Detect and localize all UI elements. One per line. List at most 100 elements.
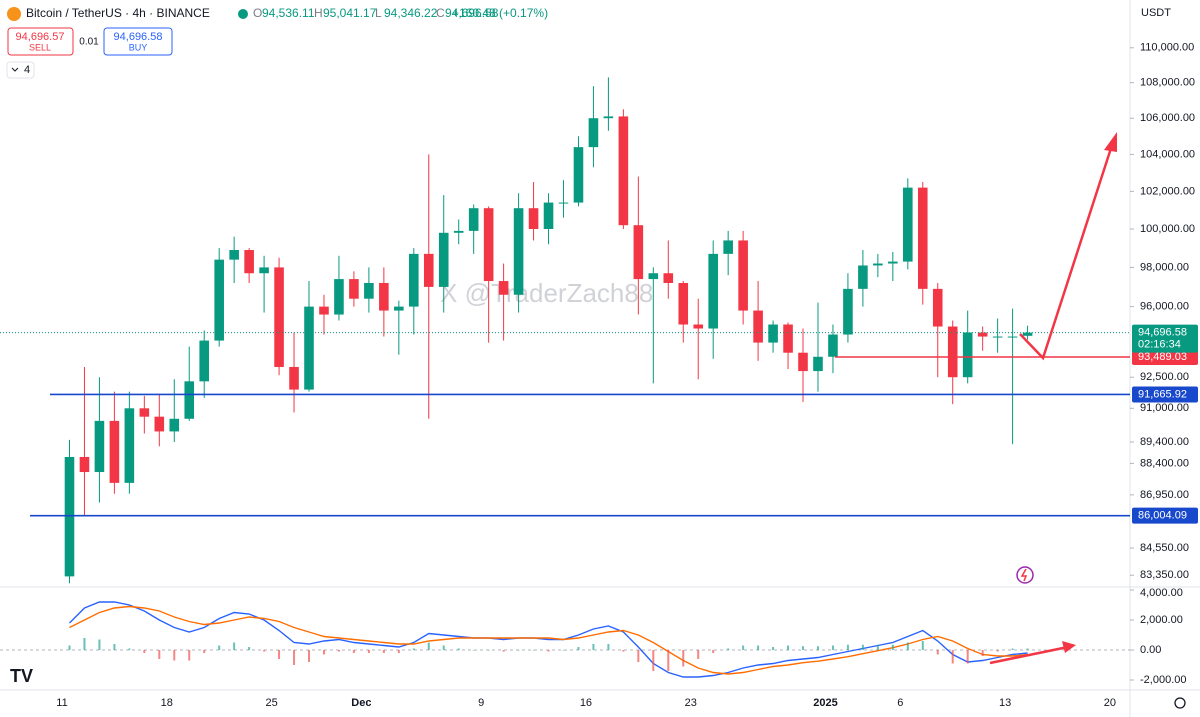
y-tick-label: 106,000.00 xyxy=(1140,112,1195,124)
candle-body xyxy=(468,208,479,231)
candle-body xyxy=(483,208,494,282)
candle-body xyxy=(917,187,928,289)
alert-icon[interactable] xyxy=(1016,566,1034,584)
buy-button[interactable] xyxy=(103,27,173,56)
y2-tick-label: 2,000.00 xyxy=(1140,614,1183,626)
histogram-bar xyxy=(218,645,221,650)
arrow-annotation xyxy=(989,645,1069,665)
candle-body xyxy=(513,208,524,295)
histogram-bar xyxy=(143,649,146,653)
y-tick-label: 86,950.00 xyxy=(1140,489,1189,501)
symbol-title[interactable]: Bitcoin / TetherUS · 4h · BINANCE xyxy=(26,6,210,20)
candle-body xyxy=(199,340,210,382)
macd-line xyxy=(69,601,1028,678)
candle-body xyxy=(364,282,374,299)
ohlc-value: 95,041.17 xyxy=(323,6,377,20)
sell-button[interactable] xyxy=(7,27,74,56)
histogram-bar xyxy=(173,649,176,661)
ohlc-value: 94,696.58 xyxy=(445,6,499,20)
level-label-box xyxy=(1132,507,1198,524)
histogram-bar xyxy=(607,643,610,650)
x-tick-label: 25 xyxy=(265,697,277,709)
histogram-bar xyxy=(442,645,445,650)
histogram-bar xyxy=(876,644,879,650)
watermark: X @TraderZach88 xyxy=(440,278,653,308)
histogram-bar xyxy=(921,640,924,650)
histogram-bar xyxy=(113,643,116,650)
candle-body xyxy=(858,265,868,289)
buy-price[interactable]: 94,696.58 xyxy=(114,31,163,43)
candle-body xyxy=(528,208,539,229)
candle-body xyxy=(753,310,763,343)
candle-body xyxy=(124,408,135,483)
histogram-bar xyxy=(577,646,580,650)
candle-body xyxy=(229,250,239,260)
currency-box[interactable] xyxy=(1134,3,1194,23)
level-label: 93,489.03 xyxy=(1138,351,1187,363)
histogram-bar xyxy=(367,649,370,653)
candle-body xyxy=(888,261,898,264)
candle-body xyxy=(977,332,988,337)
currency[interactable]: USDT xyxy=(1141,7,1171,19)
histogram-bar xyxy=(382,649,385,653)
candle-body xyxy=(79,456,90,473)
countdown: 02:16:34 xyxy=(1138,339,1181,351)
settings-icon[interactable] xyxy=(1174,697,1186,709)
x-tick-label: 9 xyxy=(478,697,484,709)
logo: TV xyxy=(10,666,33,686)
candle-body xyxy=(783,324,793,353)
candle-body xyxy=(1007,336,1018,338)
y-tick-label: 96,000.00 xyxy=(1140,301,1189,313)
candle-body xyxy=(334,279,344,315)
histogram-bar xyxy=(697,649,700,659)
macd-line xyxy=(69,605,1028,675)
sell-price[interactable]: 94,696.57 xyxy=(16,31,65,43)
sell-label[interactable]: SELL xyxy=(29,42,51,52)
histogram-bar xyxy=(891,644,894,650)
candle-body xyxy=(603,116,614,119)
y-tick-label: 91,000.00 xyxy=(1140,402,1189,414)
histogram-bar xyxy=(203,649,206,653)
candle-body xyxy=(319,306,329,315)
candle-body xyxy=(663,273,674,283)
indicators-toggle[interactable] xyxy=(6,61,35,79)
candle-body xyxy=(768,324,778,343)
y-tick-label: 88,400.00 xyxy=(1140,457,1189,469)
market-status[interactable] xyxy=(238,9,248,19)
ohlc-value: 94,536.11 xyxy=(262,6,315,20)
candle-body xyxy=(813,356,823,372)
histogram-bar xyxy=(68,645,71,650)
candle-body xyxy=(214,259,224,341)
candle-body xyxy=(903,187,913,262)
level-label: 86,004.09 xyxy=(1138,510,1187,522)
candle-body xyxy=(184,381,195,419)
histogram-bar xyxy=(322,649,325,655)
symbol-icon xyxy=(7,7,21,21)
candle-body xyxy=(109,420,120,483)
candle-body xyxy=(64,456,75,577)
x-tick-label: 16 xyxy=(580,697,592,709)
candle-body xyxy=(738,240,748,311)
candle-body xyxy=(648,273,659,280)
histogram-bar xyxy=(772,646,775,650)
histogram-bar xyxy=(637,649,640,662)
candle-body xyxy=(139,408,150,417)
histogram-bar xyxy=(233,642,236,650)
histogram-bar xyxy=(906,642,909,650)
ohlc-label: C xyxy=(436,6,445,20)
x-tick-label: 6 xyxy=(897,697,903,709)
x-tick-label: 18 xyxy=(161,697,173,709)
buy-label[interactable]: BUY xyxy=(129,42,148,52)
ohlc-label: H xyxy=(314,6,323,20)
y2-tick-label: -2,000.00 xyxy=(1140,674,1186,686)
histogram-bar xyxy=(861,644,864,650)
candle-body xyxy=(94,420,105,473)
candle-body xyxy=(1022,332,1033,336)
arrow-head xyxy=(1104,132,1117,152)
indicators-count[interactable]: 4 xyxy=(24,64,30,76)
y-tick-label: 102,000.00 xyxy=(1140,185,1195,197)
histogram-bar xyxy=(263,649,266,652)
y-tick-label: 100,000.00 xyxy=(1140,223,1195,235)
